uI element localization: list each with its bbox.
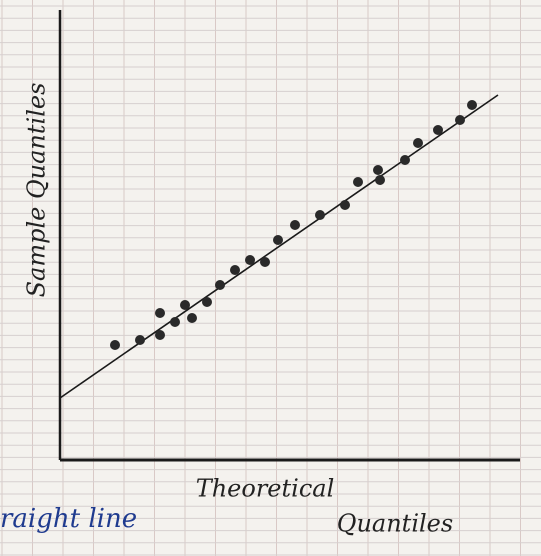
annotation: raight line — [0, 504, 137, 534]
point — [215, 280, 225, 290]
point — [375, 175, 385, 185]
point — [400, 155, 410, 165]
point — [353, 177, 363, 187]
point — [230, 265, 240, 275]
point — [135, 335, 145, 345]
point — [467, 100, 477, 110]
point — [260, 257, 270, 267]
x-axis-label: Theoretical — [196, 475, 335, 503]
point — [315, 210, 325, 220]
point — [245, 255, 255, 265]
point — [413, 138, 423, 148]
point — [187, 313, 197, 323]
chart: Sample Quantiles Theoretical Quantiles r… — [0, 0, 541, 556]
point — [170, 317, 180, 327]
point — [155, 330, 165, 340]
point — [155, 308, 165, 318]
point — [180, 300, 190, 310]
x-axis-label: Quantiles — [337, 510, 453, 538]
point — [290, 220, 300, 230]
point — [273, 235, 283, 245]
point — [340, 200, 350, 210]
point — [202, 297, 212, 307]
y-axis-label: Sample Quantiles — [23, 83, 51, 298]
point — [455, 115, 465, 125]
point — [110, 340, 120, 350]
point — [373, 165, 383, 175]
point — [433, 125, 443, 135]
